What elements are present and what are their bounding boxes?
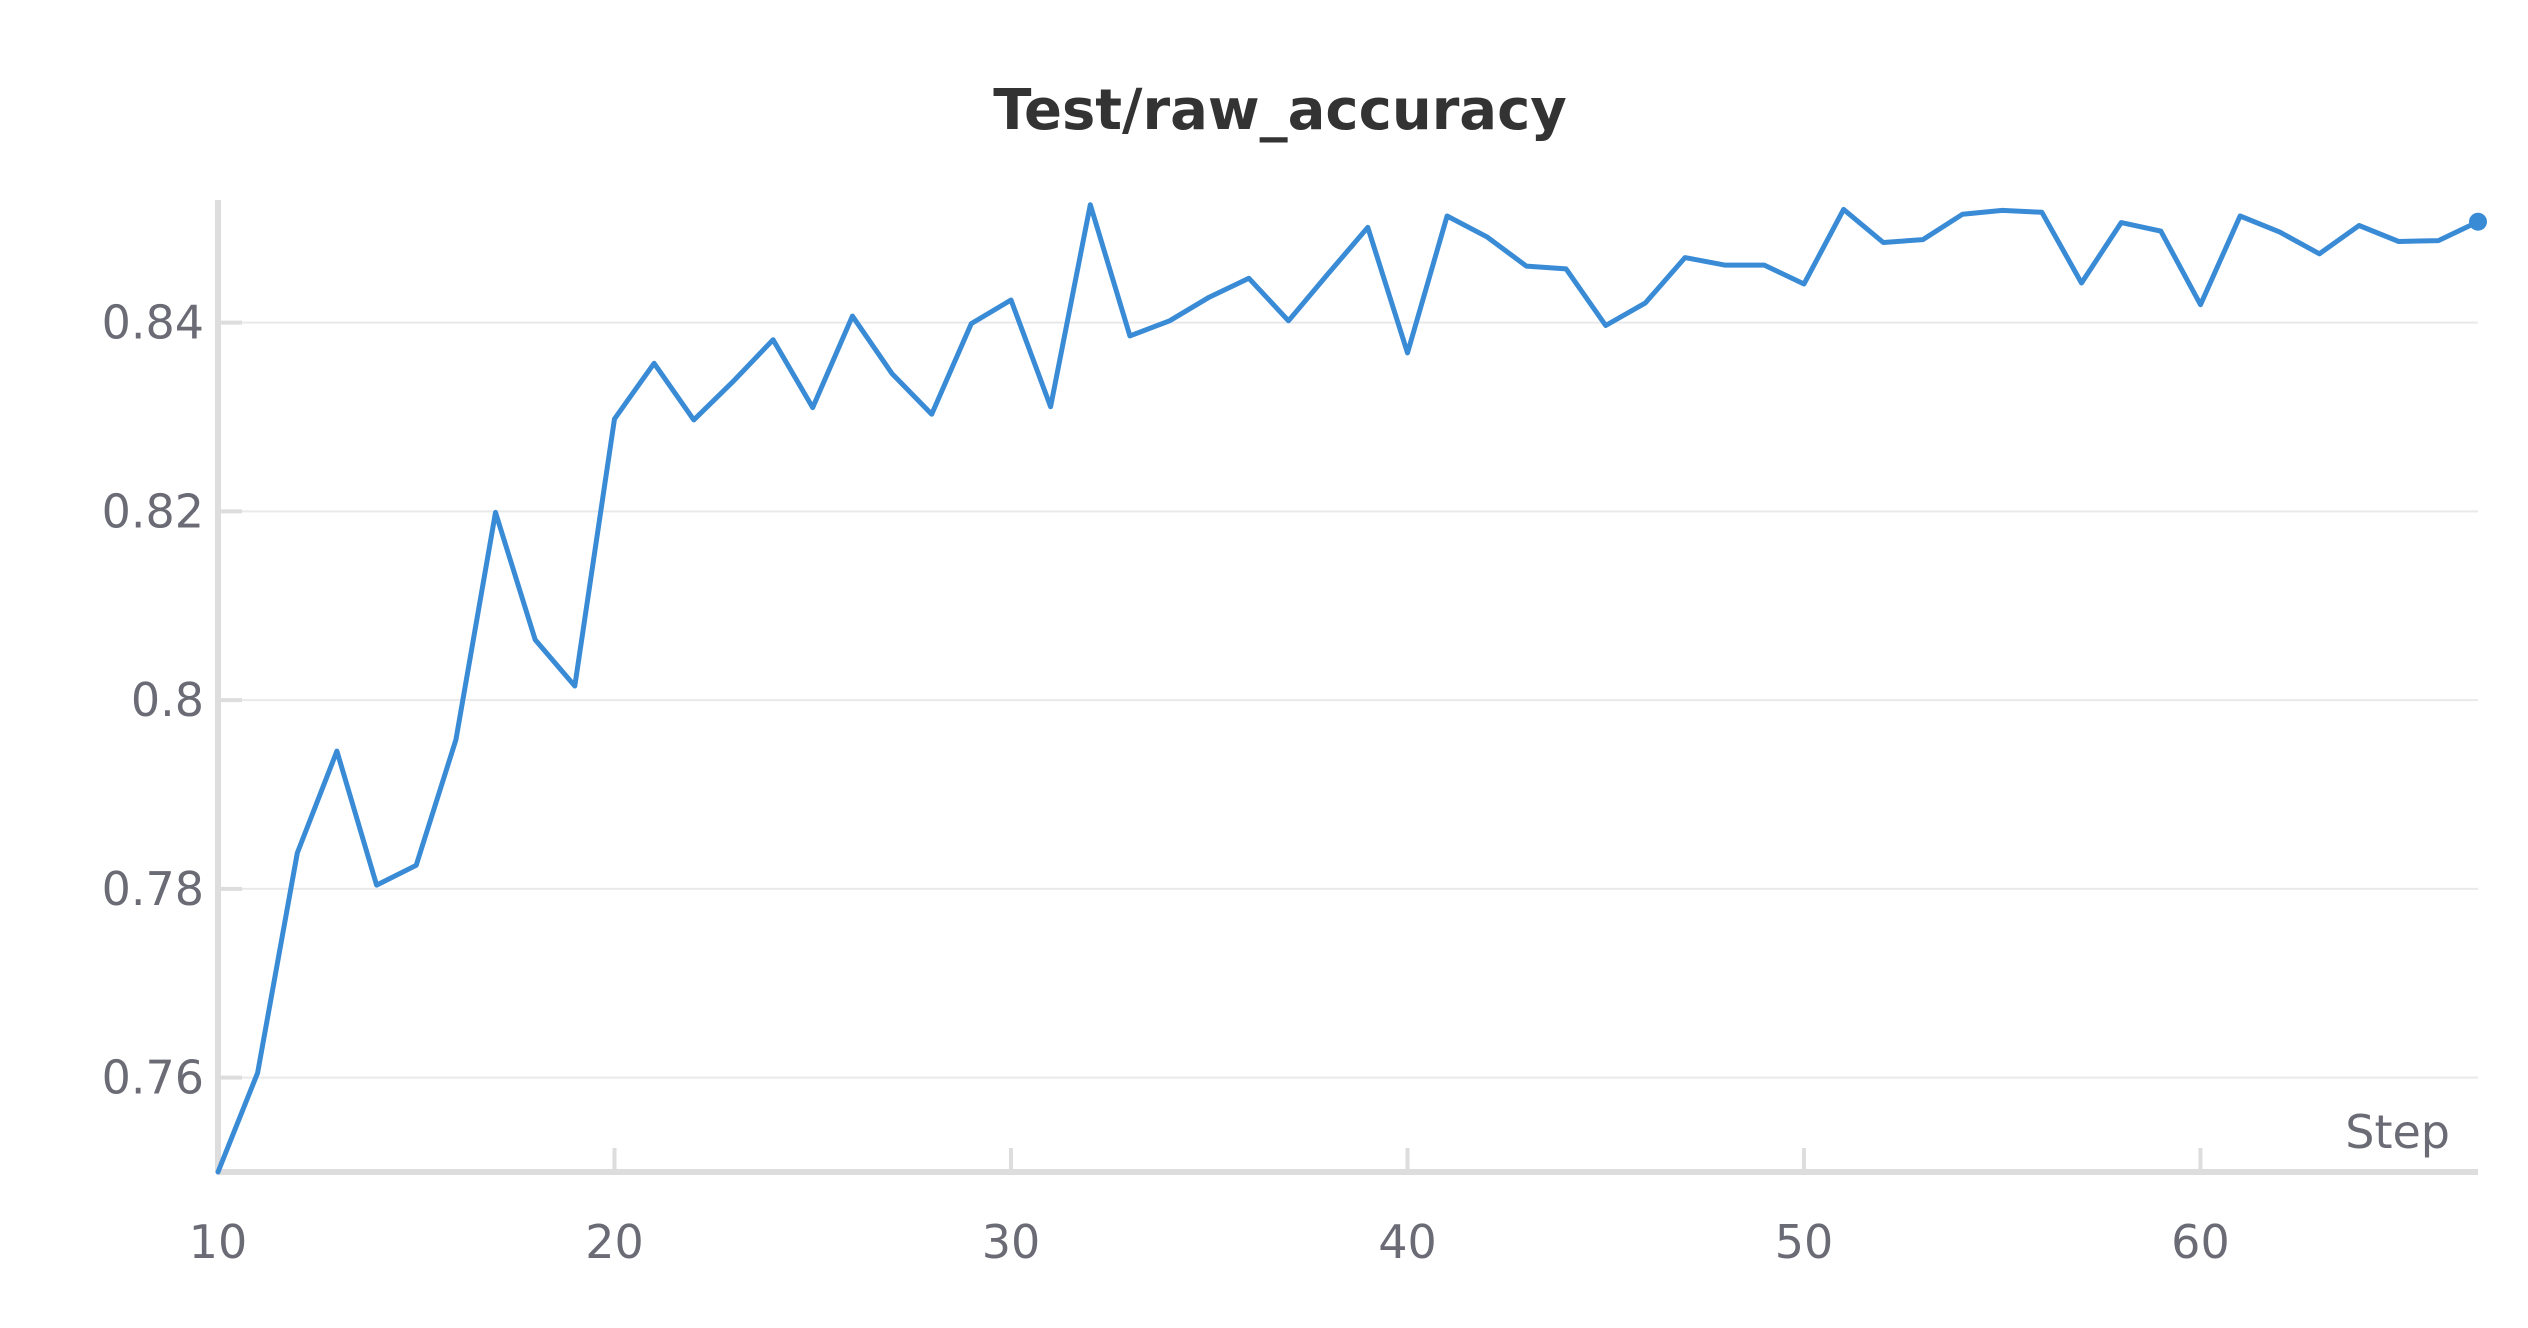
- x-tick-label: 20: [585, 1215, 644, 1269]
- axes: [215, 200, 2478, 1175]
- series-line: [215, 202, 2481, 1175]
- y-tick-label: 0.84: [102, 296, 204, 350]
- x-tick-label: 30: [982, 1215, 1041, 1269]
- series-group: [215, 202, 2487, 1175]
- y-tick-label: 0.78: [102, 862, 204, 916]
- grid-lines: [218, 321, 2478, 1079]
- x-tick-label: 10: [189, 1215, 248, 1269]
- y-tick-label: 0.76: [102, 1051, 204, 1105]
- y-tick-label: 0.82: [102, 484, 204, 538]
- last-point-marker: [2469, 212, 2487, 231]
- x-tick-label: 40: [1378, 1215, 1437, 1269]
- y-ticks: 0.76 0.78 0.8 0.82 0.84: [102, 296, 242, 1105]
- x-tick-label: 60: [2171, 1215, 2230, 1269]
- x-axis-label: Step: [2345, 1105, 2450, 1159]
- y-tick-label: 0.8: [131, 673, 204, 727]
- x-tick-label: 50: [1775, 1215, 1834, 1269]
- chart-title: Test/raw_accuracy: [993, 78, 1567, 143]
- x-ticks: 10 20 30 40 50 60: [189, 1148, 2230, 1269]
